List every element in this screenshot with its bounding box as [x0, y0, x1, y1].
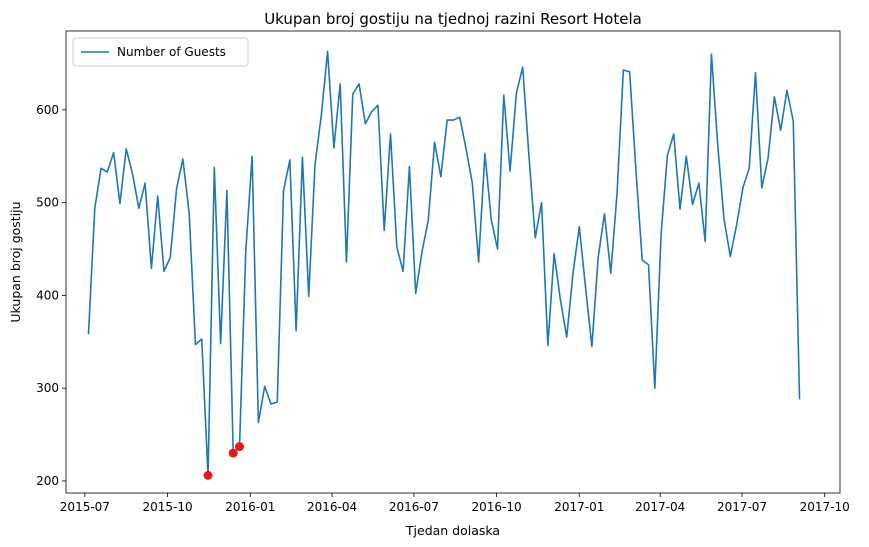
plot-area: 2015-07 2015-10 2016-01 2016-04 2016-07 2016-…: [36, 30, 850, 514]
x-tick-label: 2016-04: [307, 500, 357, 514]
y-axis: 200 300 400 500 600: [36, 103, 66, 488]
x-tick-label: 2017-01: [554, 500, 604, 514]
x-axis-title: Tjedan dolaska: [405, 523, 500, 538]
x-tick-label: 2017-04: [635, 500, 685, 514]
x-tick-label: 2016-01: [225, 500, 275, 514]
x-tick-label: 2017-07: [717, 500, 767, 514]
x-axis: 2015-07 2015-10 2016-01 2016-04 2016-07 2016-…: [60, 493, 850, 514]
x-tick-label: 2015-07: [60, 500, 110, 514]
y-tick-label: 500: [36, 196, 59, 210]
y-axis-title: Ukupan broj gostiju: [8, 201, 23, 322]
legend: Number of Guests: [72, 37, 249, 67]
chart-title: Ukupan broj gostiju na tjednoj razini Re…: [264, 10, 642, 28]
y-tick-label: 300: [36, 381, 59, 395]
x-tick-label: 2015-10: [143, 500, 193, 514]
highlight-point: [203, 470, 213, 480]
x-tick-label: 2017-10: [800, 500, 850, 514]
highlight-point: [234, 442, 244, 452]
y-tick-label: 200: [36, 474, 59, 488]
x-tick-label: 2016-07: [389, 500, 439, 514]
series-layer: [87, 50, 801, 477]
x-tick-label: 2016-10: [472, 500, 522, 514]
highlight-point: [228, 448, 238, 458]
y-tick-label: 600: [36, 103, 59, 117]
legend-label: Number of Guests: [117, 45, 226, 59]
legend-box: [72, 37, 249, 67]
plot-frame: [65, 30, 841, 494]
y-tick-label: 400: [36, 288, 59, 302]
series-line-number-of-guests: [87, 50, 801, 477]
highlight-points: [203, 442, 244, 480]
